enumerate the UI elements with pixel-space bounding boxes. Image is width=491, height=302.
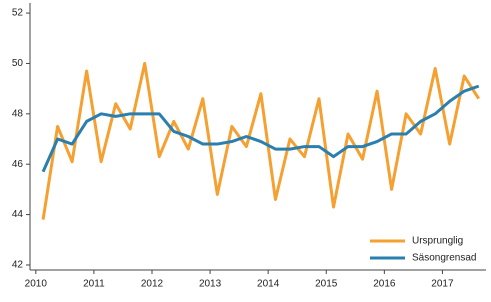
- series-line: [41, 84, 480, 173]
- y-tick-label: 46: [12, 159, 24, 170]
- y-tick-label: 44: [12, 209, 24, 220]
- y-tick-label: 42: [12, 260, 24, 271]
- y-tick-label: 48: [12, 108, 24, 119]
- x-tick-label: 2016: [373, 279, 396, 290]
- x-tick-label: 2010: [25, 279, 48, 290]
- y-tick-label: 50: [12, 58, 24, 69]
- legend-label: Säsongrensad: [412, 253, 477, 264]
- x-tick-label: 2012: [141, 279, 164, 290]
- x-tick-label: 2017: [431, 279, 454, 290]
- x-tick-label: 2014: [257, 279, 280, 290]
- x-tick-label: 2015: [315, 279, 338, 290]
- x-tick-label: 2011: [83, 279, 105, 290]
- series-line: [41, 61, 481, 220]
- x-tick-label: 2013: [199, 279, 222, 290]
- legend-label: Ursprunglig: [412, 236, 463, 247]
- y-tick-label: 52: [12, 8, 24, 19]
